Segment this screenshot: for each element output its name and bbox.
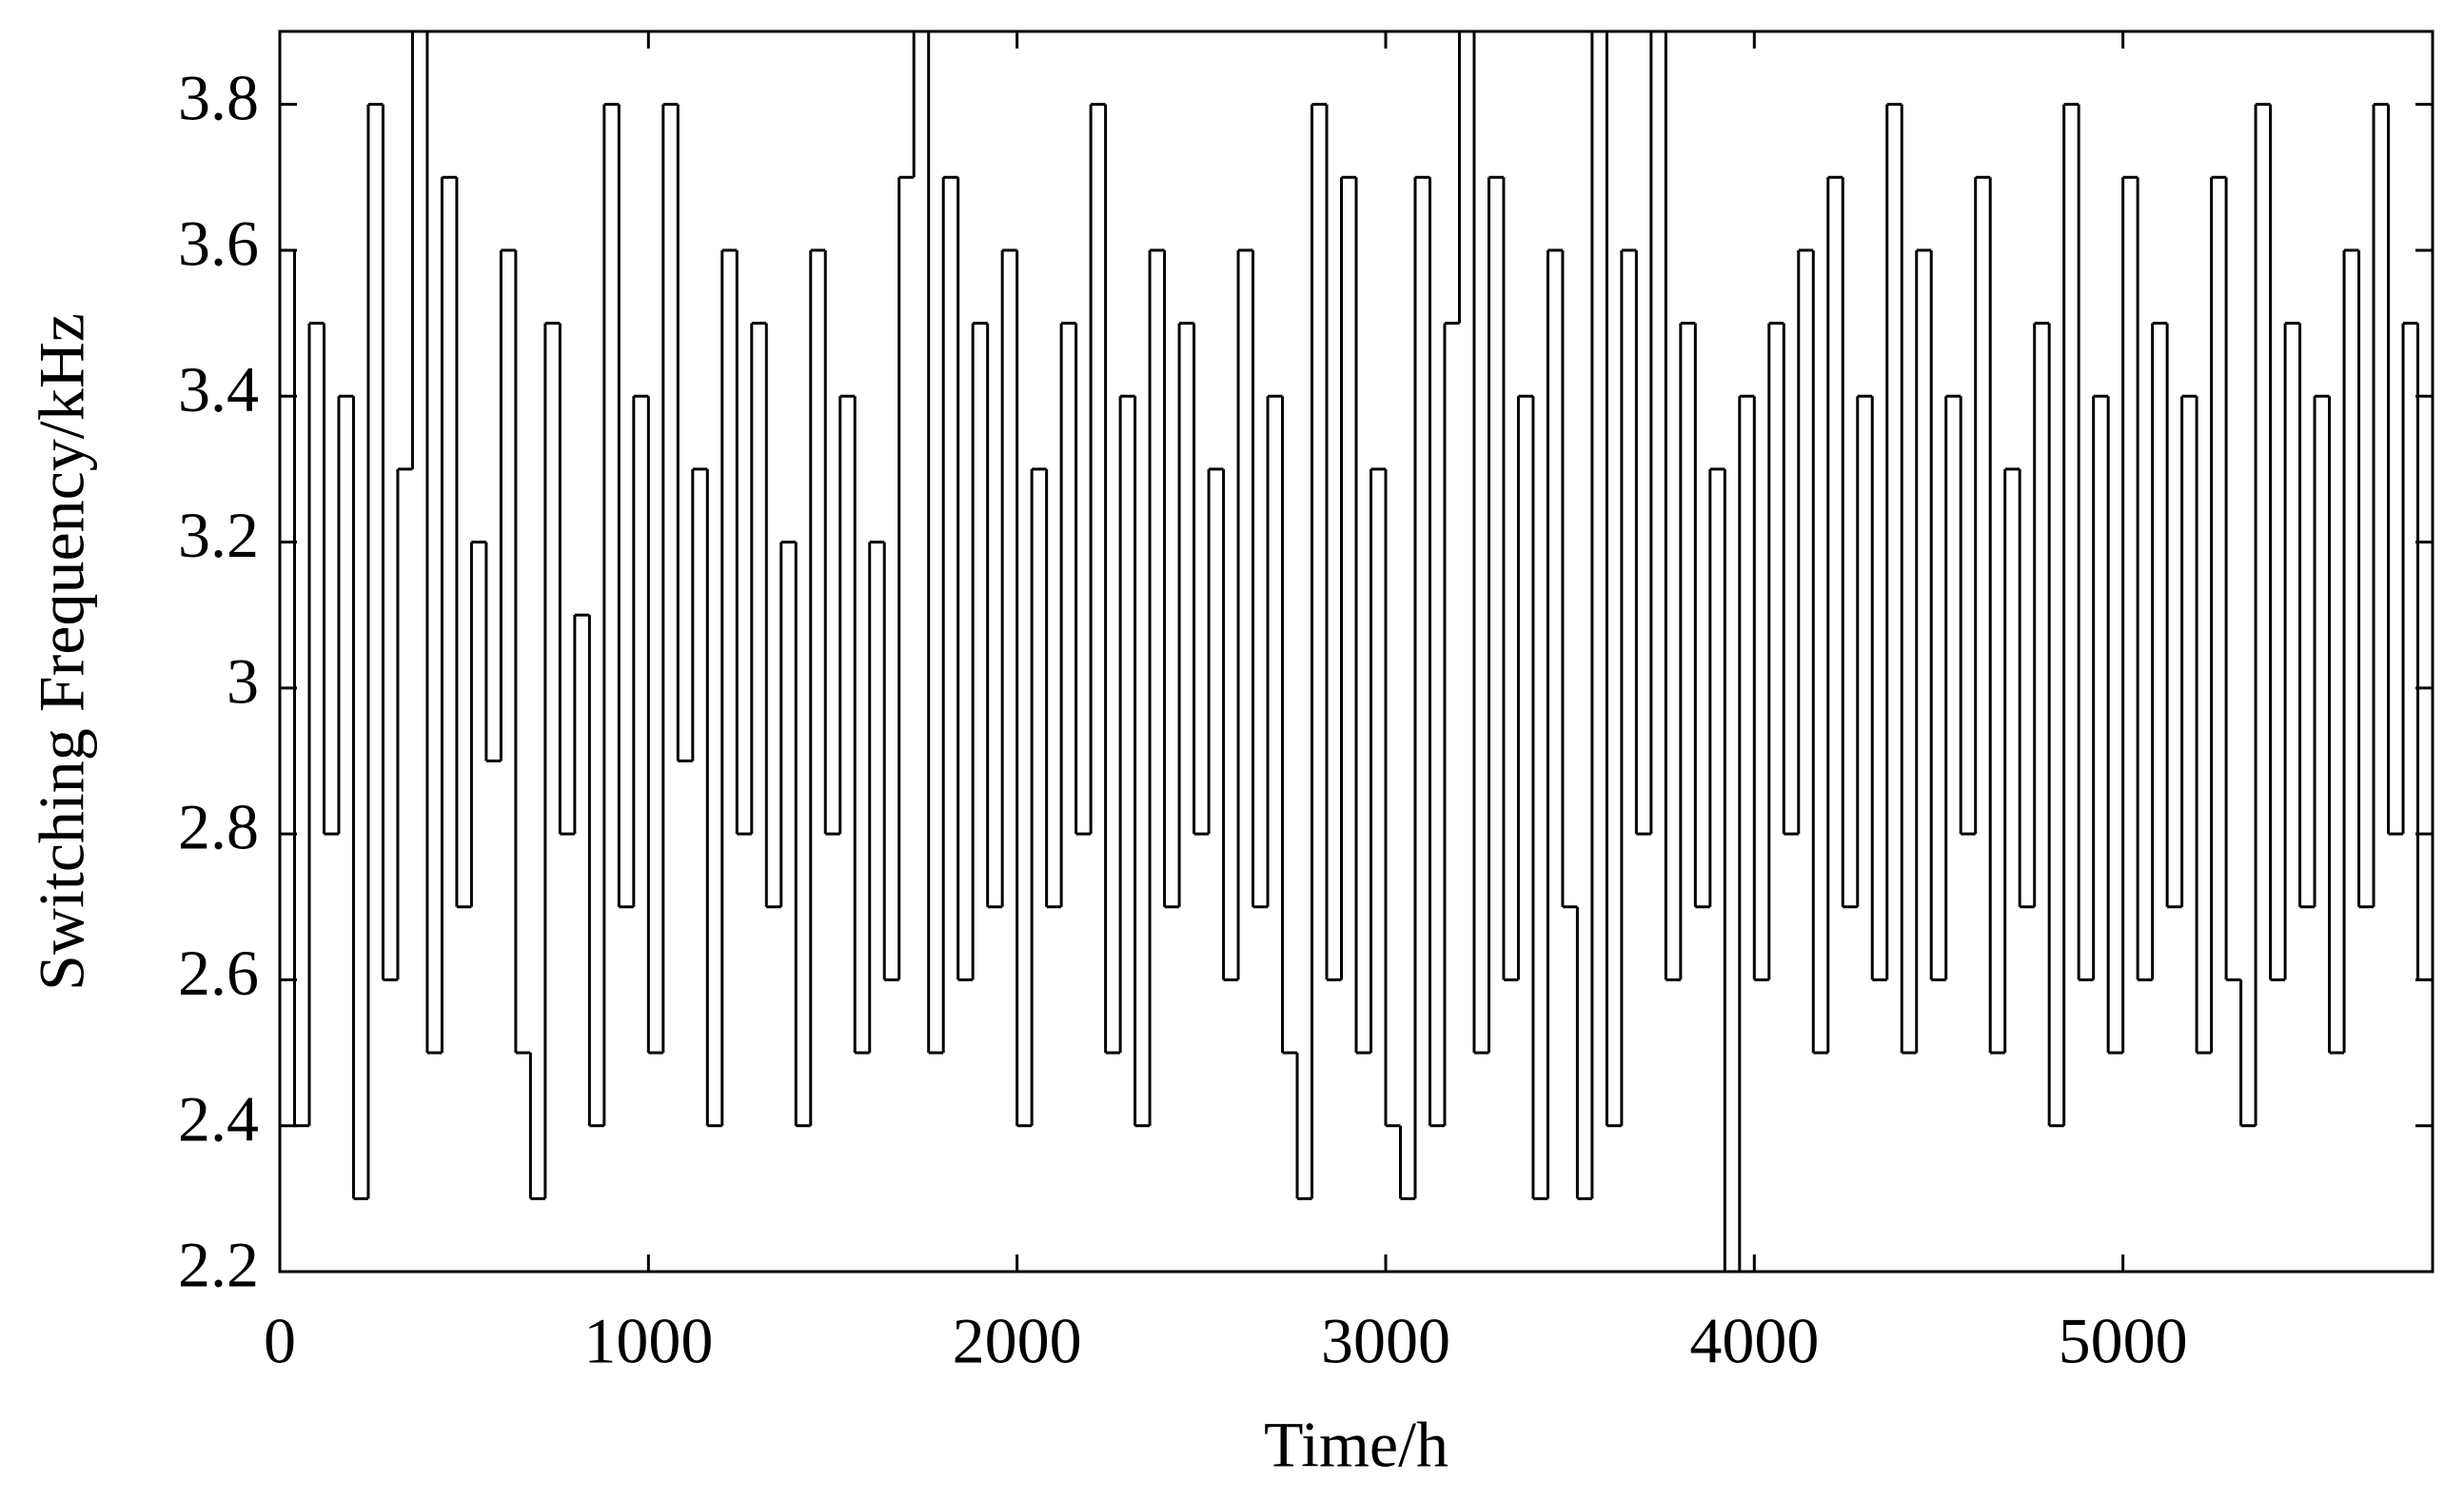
y-tick-label: 2.6 [178, 937, 259, 1009]
x-axis-label: Time/h [1264, 1409, 1449, 1481]
y-axis-label: Switching Frequency/kHz [26, 313, 98, 991]
y-tick-label: 2.4 [178, 1082, 259, 1155]
y-tick-label: 3.8 [178, 61, 259, 133]
y-tick-label: 3 [227, 644, 259, 717]
x-tick-label: 1000 [583, 1305, 713, 1377]
y-tick-label: 2.8 [178, 791, 259, 863]
x-tick-label: 0 [264, 1305, 296, 1377]
y-tick-label: 3.6 [178, 207, 259, 280]
x-tick-label: 5000 [2059, 1305, 2188, 1377]
x-tick-label: 4000 [1689, 1305, 1819, 1377]
y-tick-label: 2.2 [178, 1229, 259, 1301]
y-tick-label: 3.4 [178, 353, 259, 425]
x-tick-label: 3000 [1321, 1305, 1450, 1377]
x-tick-label: 2000 [953, 1305, 1082, 1377]
y-tick-label: 3.2 [178, 499, 259, 571]
plot-frame [278, 30, 2434, 1274]
